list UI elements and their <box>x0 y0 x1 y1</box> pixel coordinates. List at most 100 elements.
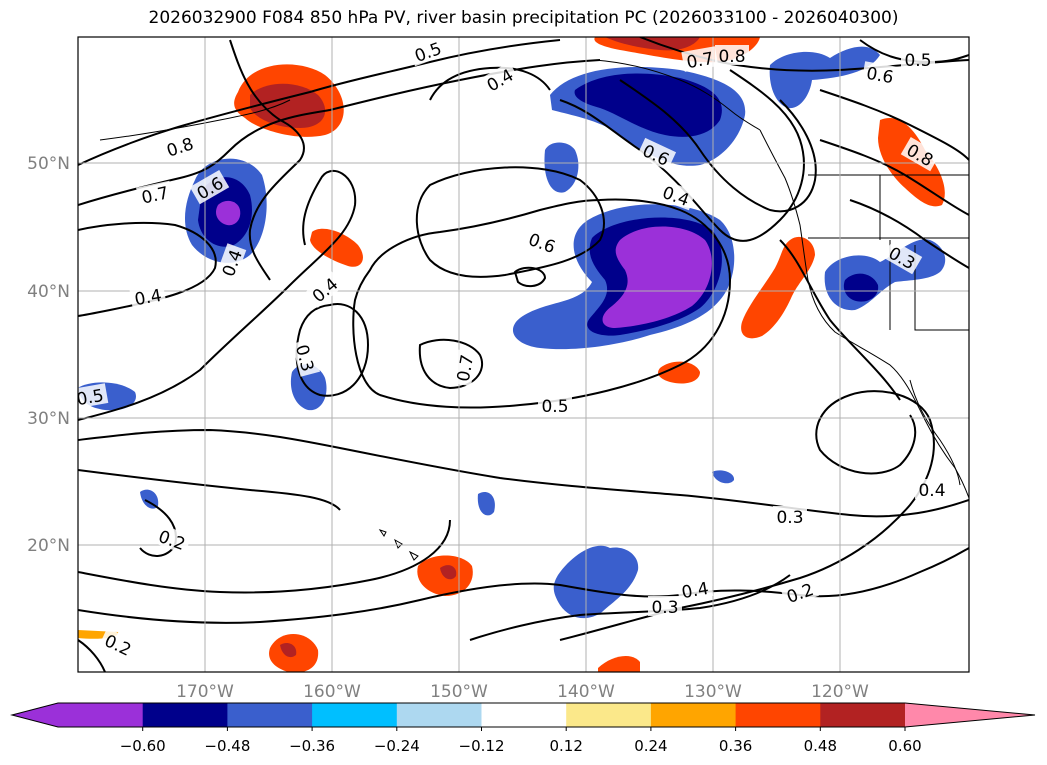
contour-label-bg <box>189 169 230 205</box>
pv-contour <box>78 428 969 518</box>
latitude-label: 50°N <box>27 154 70 174</box>
contour-label: 0.6 <box>865 64 895 88</box>
coastline <box>594 59 761 131</box>
contour-label-bg <box>715 45 749 65</box>
shade-negative <box>544 142 579 193</box>
contour-label: 0.5 <box>904 51 931 71</box>
pv-contour <box>78 547 969 624</box>
pv-contour <box>78 519 451 594</box>
contour-label-bg <box>882 239 923 275</box>
contour-label-group: 0.3 <box>291 338 321 377</box>
contour-label-bg <box>915 479 949 499</box>
contour-label: 0.3 <box>776 508 803 528</box>
contour-label-group: 0.8 <box>160 131 199 162</box>
colorbar-segment <box>820 703 906 727</box>
contour-label-bg <box>861 61 899 87</box>
contour-label-group: 0.6 <box>522 226 562 258</box>
colorbar-extend-min <box>12 703 58 727</box>
latitude-label: 30°N <box>27 409 70 429</box>
latitude-label: 20°N <box>27 536 70 556</box>
shade-negative <box>216 200 241 226</box>
contour-label: 0.7 <box>454 353 478 383</box>
contour-label-bg <box>451 349 477 387</box>
contour-label-bg <box>160 131 199 161</box>
contour-label: 0.8 <box>718 47 745 67</box>
shade-positive <box>878 118 945 207</box>
colorbar-segment <box>227 703 313 727</box>
shade-positive <box>658 361 700 384</box>
contour-label-bg <box>129 283 167 309</box>
contour-label-group: 0.8 <box>715 45 749 67</box>
contour-label-group: 0.7 <box>451 349 478 387</box>
contour-label-bg <box>636 137 677 171</box>
contour-label-bg <box>901 49 935 69</box>
contour-label-group: 0.7 <box>681 46 719 73</box>
contour-label-bg <box>291 338 321 377</box>
colorbar-tick-label: −0.48 <box>204 737 250 755</box>
contour-label: 0.7 <box>140 183 171 208</box>
colorbar-segment <box>566 703 652 727</box>
contour-label-group: 0.3 <box>773 506 807 528</box>
colorbar-tick-label: −0.36 <box>289 737 335 755</box>
contour-label-bg <box>900 136 941 172</box>
colorbar-segment <box>650 703 737 727</box>
pv-contour <box>819 89 969 161</box>
pv-contour <box>229 39 305 281</box>
pv-contour <box>78 221 217 317</box>
shade-positive <box>250 83 326 128</box>
shade-positive <box>605 37 700 51</box>
longitude-label: 130°W <box>684 682 742 702</box>
shade-positive <box>598 656 640 672</box>
contour-label: 0.5 <box>75 386 105 410</box>
contour-label: 0.3 <box>651 598 678 618</box>
colorbar-segment <box>396 703 482 727</box>
shade-negative <box>553 545 639 619</box>
map-area <box>78 37 969 672</box>
longitude-label: 150°W <box>430 682 488 702</box>
contour-label-bg <box>773 506 807 526</box>
contour-label-group: 0.3 <box>648 596 682 618</box>
colorbar-tick-label: −0.60 <box>120 737 166 755</box>
pv-contour <box>418 338 483 390</box>
colorbar-tick-label: −0.12 <box>459 737 505 755</box>
contour-label-group: 0.4 <box>915 479 949 501</box>
map-frame <box>77 36 970 673</box>
colorbar-tick-label: 0.48 <box>804 737 837 755</box>
contour-label-bg <box>522 226 562 258</box>
contour-label-bg <box>538 395 572 415</box>
shade-positive <box>310 228 363 267</box>
colorbar-segment <box>142 703 228 727</box>
contour-label: 0.7 <box>685 49 715 73</box>
contour-labels: 0.80.7 0.60.50.40.30.40.60.70.50.30.40.20… <box>71 35 949 661</box>
longitude-label: 120°W <box>811 682 869 702</box>
coastline <box>99 99 291 141</box>
colorbar-segment <box>58 703 144 727</box>
shade-negative <box>602 226 712 328</box>
contour-label-bg <box>304 270 344 308</box>
pv-contour <box>352 198 732 409</box>
pv-contour <box>559 69 805 242</box>
figure-title: 2026032900 F084 850 hPa PV, river basin … <box>148 8 899 28</box>
longitude-labels: 170°W 160°W 150°W 140°W 130°W 120°W <box>176 682 869 702</box>
shade-negative <box>824 239 946 311</box>
contour-label-bg <box>676 576 714 602</box>
shade-negative <box>769 46 880 109</box>
pv-contour <box>513 266 547 288</box>
pv-contour <box>78 169 357 421</box>
contour-label-bg <box>780 576 820 608</box>
colorbar: −0.60 −0.48 −0.36 −0.24 −0.12 0.12 0.24 0.36 0.4… <box>10 702 1036 755</box>
shade-negative <box>712 470 735 484</box>
map-gridlines <box>78 37 969 672</box>
pv-contour <box>78 469 341 511</box>
contour-label-bg <box>215 243 247 283</box>
colorbar-segment <box>735 703 821 727</box>
contour-label-group: 0.5 <box>408 35 448 67</box>
contour-label-bg <box>479 61 520 97</box>
contour-label-bg <box>408 35 448 67</box>
pv-contour <box>619 79 817 213</box>
coastline <box>759 129 969 499</box>
colorbar-tick-label: 0.36 <box>719 737 752 755</box>
shade-negative <box>477 492 495 516</box>
colorbar-outline <box>10 702 1036 728</box>
